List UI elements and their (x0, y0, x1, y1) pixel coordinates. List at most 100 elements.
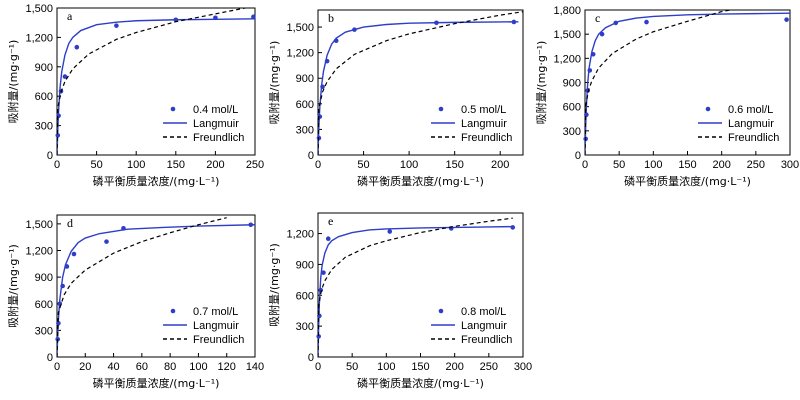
chart-panel-b: 0 50 100 150 200 0 300 600 900 1,200 1,500 b 磷平衡质量浓度… (267, 9, 524, 188)
y-tick-label: 900 (563, 78, 581, 90)
legend-label: Langmuir (461, 118, 507, 130)
data-point (321, 270, 326, 275)
y-tick-label: 1,200 (25, 246, 53, 258)
legend-label: Langmuir (728, 118, 774, 130)
y-axis-label: 吸附量/(mg·g⁻¹) (6, 244, 20, 328)
langmuir-curve (318, 21, 519, 155)
y-axis-label: 吸附量/(mg·g⁻¹) (534, 41, 548, 125)
y-tick-label: 300 (35, 121, 53, 133)
y-axis-label: 吸附量/(mg·g⁻¹) (6, 40, 20, 124)
legend-label: Freundlich (461, 334, 512, 346)
freundlich-curve (318, 11, 523, 155)
x-tick-label: 200 (712, 159, 730, 171)
data-point (114, 23, 119, 28)
legend-marker (170, 106, 176, 112)
panel-label: e (328, 214, 333, 228)
x-tick-label: 40 (107, 361, 119, 373)
x-tick-label: 50 (346, 361, 358, 373)
x-tick-label: 0 (315, 159, 321, 171)
x-tick-label: 150 (445, 159, 463, 171)
y-tick-label: 600 (296, 290, 314, 302)
y-axis-label: 吸附量/(mg·g⁻¹) (267, 243, 281, 327)
y-tick-label: 900 (35, 62, 53, 74)
legend-label: Freundlich (728, 132, 779, 144)
y-tick-label: 1,500 (25, 219, 53, 231)
y-tick-label: 600 (563, 102, 581, 114)
y-tick-label: 600 (35, 299, 53, 311)
y-tick-label: 1,200 (25, 32, 53, 44)
y-tick-label: 300 (296, 321, 314, 333)
plot-frame (56, 214, 256, 358)
y-tick-label: 900 (296, 73, 314, 85)
x-axis-label: 磷平衡质量浓度/(mg·L⁻¹) (93, 376, 220, 390)
legend-label: Freundlich (193, 132, 244, 144)
legend-label: Freundlich (461, 132, 512, 144)
plot-frame (56, 7, 256, 156)
freundlich-curve (57, 217, 227, 357)
legend-label: 0.4 mol/L (193, 104, 238, 116)
y-tick-label: 0 (47, 150, 53, 162)
x-tick-label: 0 (582, 159, 588, 171)
legend-label: Freundlich (193, 334, 244, 346)
y-tick-label: 1,200 (553, 53, 581, 65)
x-tick-label: 150 (167, 159, 185, 171)
y-tick-label: 300 (35, 325, 53, 337)
x-axis-label: 磷平衡质量浓度/(mg·L⁻¹) (93, 174, 220, 188)
data-point (387, 229, 393, 234)
x-tick-label: 20 (79, 361, 91, 373)
data-point (71, 251, 77, 257)
legend-label: Langmuir (461, 320, 507, 332)
panel-label: a (67, 9, 73, 23)
chart-panel-e: 0 50 100 150 200 250 300 0 300 600 900 1,200 e 磷平衡质量浓… (267, 212, 532, 390)
data-point (74, 44, 80, 50)
y-tick-label: 900 (296, 259, 314, 271)
x-tick-label: 100 (189, 361, 207, 373)
x-tick-label: 0 (315, 361, 321, 373)
legend-label: 0.5 mol/L (461, 104, 506, 116)
x-tick-label: 200 (206, 159, 224, 171)
x-axis-label: 磷平衡质量浓度/(mg·L⁻¹) (357, 174, 484, 188)
langmuir-curve (318, 225, 513, 357)
x-tick-label: 250 (747, 159, 765, 171)
legend-marker (705, 106, 711, 112)
y-axis-label: 吸附量/(mg·g⁻¹) (267, 41, 281, 125)
y-tick-label: 300 (563, 126, 581, 138)
freundlich-curve (318, 217, 513, 357)
x-tick-label: 150 (411, 361, 429, 373)
x-tick-label: 200 (445, 361, 463, 373)
x-tick-label: 50 (357, 159, 369, 171)
x-tick-label: 100 (377, 361, 395, 373)
x-tick-label: 50 (613, 159, 625, 171)
y-tick-label: 1,500 (553, 29, 581, 41)
legend-label: 0.7 mol/L (193, 306, 238, 318)
x-tick-label: 300 (514, 361, 532, 373)
x-axis-label: 磷平衡质量浓度/(mg·L⁻¹) (357, 376, 484, 390)
legend-label: 0.6 mol/L (728, 104, 773, 116)
legend-label: Langmuir (193, 320, 239, 332)
y-tick-label: 300 (296, 124, 314, 136)
data-point (62, 74, 68, 79)
y-tick-label: 0 (575, 150, 581, 162)
legend-marker (438, 106, 444, 112)
x-tick-label: 150 (678, 159, 696, 171)
legend-label: Langmuir (193, 118, 239, 130)
legend-label: 0.8 mol/L (461, 306, 506, 318)
x-tick-label: 0 (54, 159, 60, 171)
x-tick-label: 50 (90, 159, 102, 171)
y-tick-label: 0 (47, 352, 53, 364)
y-tick-label: 1,200 (286, 229, 314, 241)
data-point (510, 225, 516, 230)
data-point (325, 236, 331, 242)
y-tick-label: 600 (35, 91, 53, 103)
y-tick-label: 0 (308, 150, 314, 162)
x-tick-label: 0 (54, 361, 60, 373)
x-tick-label: 60 (136, 361, 148, 373)
x-tick-label: 120 (218, 361, 236, 373)
panel-label: c (595, 11, 600, 25)
chart-panel-d: 0 20 40 60 80 100 120 140 0 300 600 900 1,200 1,500 d 磷… (6, 214, 264, 390)
y-tick-label: 1,800 (553, 5, 581, 17)
plot-frame (317, 9, 524, 156)
langmuir-curve (57, 224, 255, 357)
panel-label: b (328, 11, 334, 25)
data-point (104, 239, 109, 244)
